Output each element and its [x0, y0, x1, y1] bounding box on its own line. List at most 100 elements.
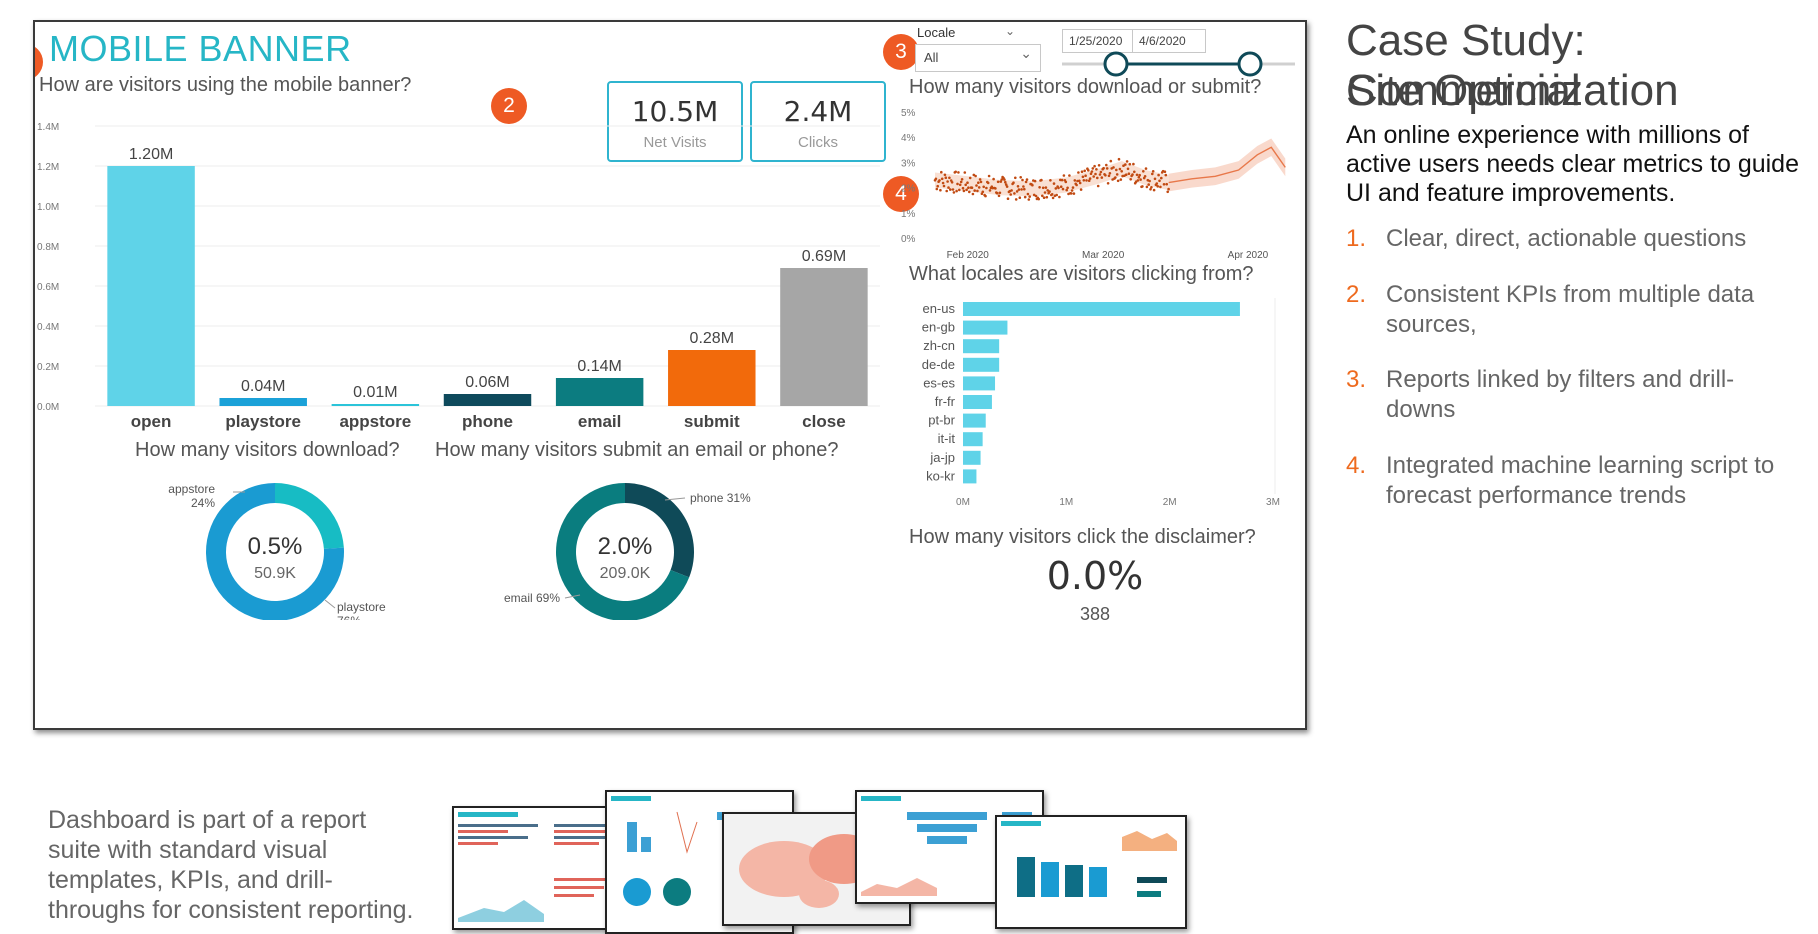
scatter-point	[1006, 197, 1010, 200]
date-slider-end-handle	[1237, 51, 1263, 77]
scatter-point	[955, 189, 958, 193]
scatter-point	[1038, 186, 1041, 189]
bar-en-us	[963, 302, 1240, 316]
scatter-point	[1128, 162, 1132, 166]
date-range-slider[interactable]	[1060, 50, 1300, 82]
scatter-point	[1104, 174, 1107, 177]
scatter-point	[1102, 166, 1105, 170]
scatter-point	[968, 190, 971, 194]
case-study-title-line2: Site Optimization	[1346, 66, 1679, 115]
scatter-point	[963, 171, 967, 174]
footer-line1: Dashboard is part of a report	[48, 806, 367, 834]
disclaimer-count: 388	[1079, 604, 1111, 624]
dashboard-title: MOBILE BANNER	[49, 28, 352, 69]
scatter-point	[1159, 185, 1162, 189]
scatter-point	[1058, 195, 1061, 199]
scatter-point	[986, 181, 990, 185]
chevron-down-icon: ⌄	[1020, 45, 1032, 61]
bar-ja-jp	[963, 450, 981, 465]
scatter-point	[1167, 187, 1170, 191]
scatter-point	[951, 188, 955, 191]
scatter-point	[957, 171, 960, 174]
data-label: 0.14M	[577, 358, 621, 375]
scatter-point	[1166, 190, 1169, 194]
scatter-point	[994, 187, 997, 190]
scatter-point	[1050, 193, 1054, 196]
scatter-point	[1051, 196, 1055, 200]
start-date-input[interactable]: 1/25/2020	[1062, 29, 1136, 53]
scatter-point	[1013, 192, 1016, 195]
scatter-point	[970, 186, 974, 189]
x-tick-label: 3M	[1266, 497, 1280, 508]
scatter-point	[1155, 182, 1159, 185]
scatter-point	[1120, 170, 1123, 173]
scatter-point	[948, 176, 951, 180]
scatter-point	[1088, 177, 1092, 180]
scatter-point	[1115, 168, 1118, 172]
scatter-point	[1004, 180, 1007, 184]
bar-ko-kr	[963, 469, 977, 484]
scatter-point	[1072, 192, 1076, 195]
y-tick-label: 3%	[901, 158, 916, 169]
scatter-point	[1136, 179, 1140, 182]
x-tick-label: appstore	[339, 412, 411, 431]
scatter-point	[1025, 178, 1029, 181]
footer-line4: throughs for consistent reporting.	[48, 896, 414, 924]
scatter-point	[1064, 180, 1068, 184]
question-disclaimer: How many visitors click the disclaimer?	[909, 526, 1256, 548]
scatter-point	[1116, 179, 1120, 183]
scatter-point	[947, 186, 950, 189]
slice-label: appstore	[168, 482, 215, 496]
chevron-down-icon[interactable]: ⌄	[1005, 24, 1016, 38]
scatter-point	[1041, 186, 1045, 190]
scatter-point	[1040, 178, 1043, 182]
case-study-intro-line1: An online experience with millions of	[1346, 121, 1749, 149]
scatter-point	[1115, 173, 1119, 176]
scatter-point	[1106, 182, 1110, 185]
scatter-point	[1133, 170, 1136, 174]
kpi-net-visits-card[interactable]: 10.5M Net Visits	[607, 81, 743, 162]
slice-label: phone 31%	[690, 491, 751, 505]
x-tick-label: submit	[684, 412, 740, 431]
kpi-clicks-card[interactable]: 2.4M Clicks	[750, 81, 886, 162]
scatter-point	[1127, 172, 1131, 175]
scatter-point	[1112, 166, 1115, 169]
badge-4: 4	[883, 176, 919, 212]
scatter-point	[962, 189, 966, 193]
x-tick-label: phone	[462, 412, 513, 431]
slice-label: 76%	[337, 614, 361, 620]
scatter-point	[1131, 173, 1134, 176]
scatter-point	[974, 174, 977, 178]
end-date-input[interactable]: 4/6/2020	[1132, 29, 1206, 53]
report-thumbnail-5[interactable]	[995, 815, 1187, 929]
question-download: How many visitors download?	[135, 439, 400, 461]
bar-submit	[668, 350, 756, 406]
y-tick-label: 0.8M	[37, 242, 59, 253]
bar-pt-br	[963, 413, 986, 428]
y-tick-label: en-us	[922, 301, 955, 316]
scatter-point	[997, 194, 1001, 198]
scatter-point	[1049, 179, 1052, 182]
y-tick-label: es-es	[923, 375, 955, 390]
x-tick-label: email	[578, 412, 621, 431]
bar-de-de	[963, 357, 1000, 372]
y-tick-label: ja-jp	[929, 450, 955, 465]
locale-dropdown[interactable]: All ⌄	[915, 44, 1041, 72]
scatter-point	[1037, 197, 1040, 201]
scatter-point	[939, 188, 942, 192]
scatter-point	[1096, 184, 1100, 188]
scatter-point	[998, 191, 1002, 195]
scatter-point	[992, 177, 995, 181]
scatter-point	[1026, 192, 1030, 196]
question-locales: What locales are visitors clicking from?	[909, 263, 1254, 285]
bar-phone	[443, 394, 532, 406]
scatter-point	[1129, 178, 1132, 181]
y-tick-label: 1.4M	[37, 122, 59, 133]
badge-1: 1	[35, 44, 43, 80]
scatter-point	[938, 179, 941, 182]
scatter-point	[1017, 188, 1021, 191]
scatter-point	[1144, 167, 1148, 170]
submit-donut-chart: 2.0% 209.0K phone 31% email 69%	[504, 483, 751, 620]
scatter-point	[1005, 185, 1009, 188]
leader-line	[324, 599, 336, 609]
